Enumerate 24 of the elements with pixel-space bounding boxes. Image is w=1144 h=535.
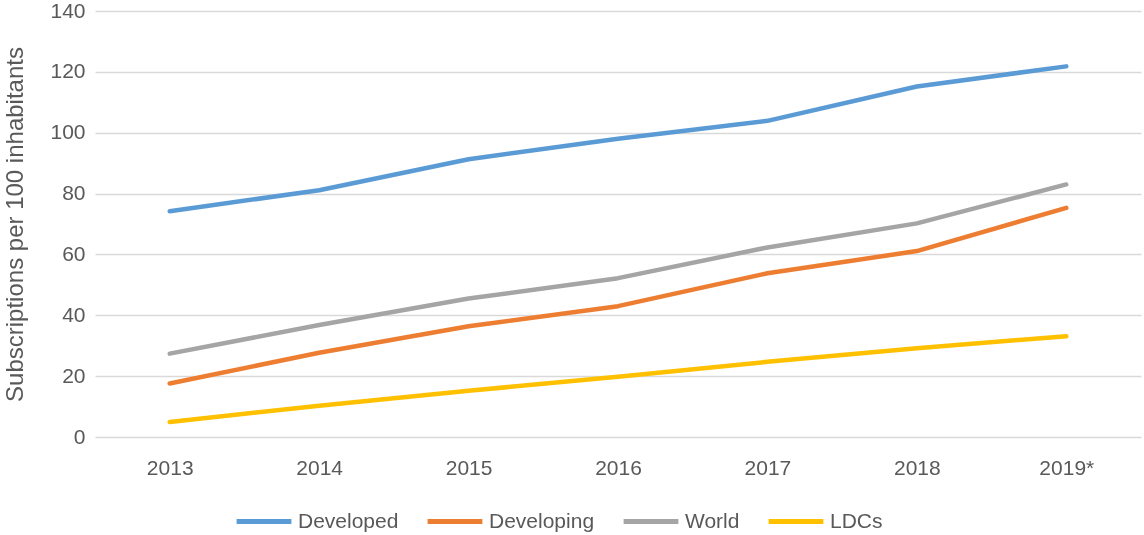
y-tick-label: 0 (73, 424, 86, 448)
x-tick-label: 2018 (894, 455, 941, 479)
x-tick-label: 2015 (445, 455, 493, 479)
legend-label: Developing (489, 508, 595, 532)
y-tick-label: 140 (50, 0, 86, 22)
y-tick-label: 20 (62, 363, 86, 387)
legend-label: Developed (298, 508, 399, 532)
y-tick-label: 40 (62, 302, 86, 326)
line-series (167, 205, 1069, 386)
x-tick-label: 2014 (296, 455, 344, 479)
line-series (167, 182, 1069, 356)
legend-label: LDCs (830, 508, 883, 532)
y-tick-label: 60 (62, 241, 86, 265)
y-tick-label: 100 (50, 120, 86, 144)
x-tick-label: 2017 (744, 455, 792, 479)
x-tick-label: 2013 (146, 455, 194, 479)
y-tick-label: 80 (62, 181, 86, 205)
x-tick-label: 2019* (1039, 455, 1095, 479)
y-tick-label: 120 (50, 59, 86, 83)
legend-label: World (685, 508, 740, 532)
y-axis-title: Subscriptions per 100 inhabitants (1, 47, 29, 402)
line-series (167, 334, 1069, 425)
line-series (167, 64, 1069, 214)
x-tick-label: 2016 (595, 455, 642, 479)
